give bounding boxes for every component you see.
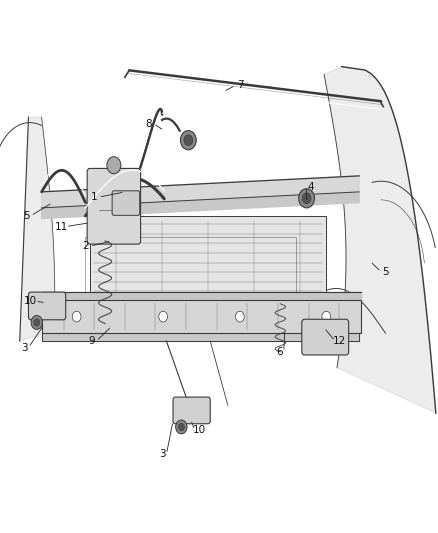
FancyBboxPatch shape	[28, 292, 66, 320]
Text: 12: 12	[333, 336, 346, 346]
Text: 10: 10	[193, 425, 206, 435]
Polygon shape	[42, 176, 359, 208]
Text: 6: 6	[276, 347, 283, 357]
Polygon shape	[42, 333, 359, 341]
Circle shape	[322, 311, 331, 322]
Circle shape	[236, 311, 244, 322]
FancyBboxPatch shape	[302, 319, 349, 355]
Bar	[42, 300, 361, 333]
Circle shape	[184, 135, 193, 146]
Text: 11: 11	[55, 222, 68, 231]
Text: 5: 5	[382, 267, 389, 277]
Circle shape	[178, 423, 184, 431]
Text: 3: 3	[21, 343, 28, 352]
Bar	[90, 216, 326, 309]
Text: 7: 7	[237, 80, 244, 90]
Circle shape	[34, 319, 40, 326]
Circle shape	[299, 189, 314, 208]
Circle shape	[159, 311, 167, 322]
Circle shape	[107, 157, 121, 174]
FancyBboxPatch shape	[112, 191, 140, 215]
Circle shape	[176, 420, 187, 434]
Text: 2: 2	[82, 241, 89, 251]
Text: 10: 10	[24, 296, 37, 306]
Polygon shape	[42, 192, 359, 219]
Polygon shape	[42, 292, 361, 300]
Circle shape	[72, 311, 81, 322]
Text: 1: 1	[91, 192, 98, 202]
Circle shape	[180, 131, 196, 150]
Text: 3: 3	[159, 449, 166, 459]
Circle shape	[302, 193, 311, 204]
FancyBboxPatch shape	[87, 168, 141, 244]
Text: 8: 8	[145, 119, 152, 128]
Polygon shape	[285, 296, 333, 330]
Text: 5: 5	[23, 211, 30, 221]
FancyBboxPatch shape	[173, 397, 210, 424]
Text: 9: 9	[88, 336, 95, 346]
Text: 4: 4	[307, 182, 314, 191]
Circle shape	[31, 316, 42, 329]
Polygon shape	[20, 117, 55, 341]
Polygon shape	[324, 67, 436, 413]
